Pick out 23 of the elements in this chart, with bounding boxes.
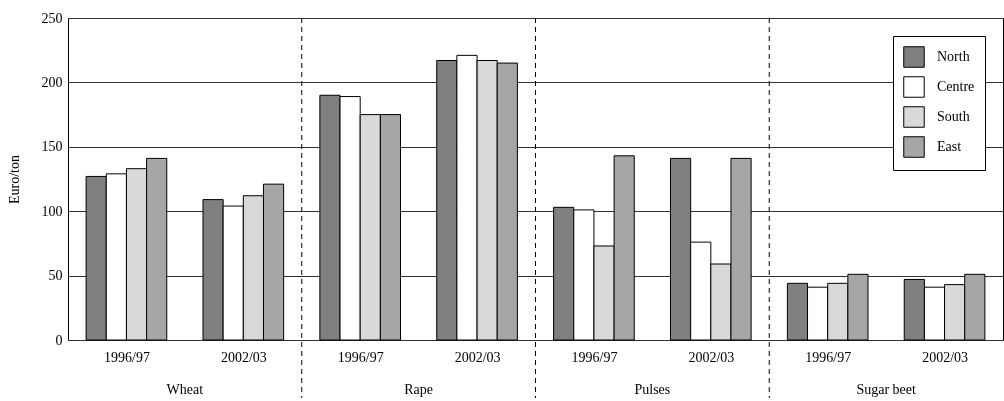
text: Pulses — [634, 382, 671, 397]
legend-label: North — [937, 49, 970, 64]
y-tick-label: 100 — [41, 203, 63, 219]
x-tick-label: 1996/97 — [337, 349, 384, 365]
y-tick-label: 150 — [41, 139, 63, 155]
legend-label: Centre — [937, 79, 975, 94]
text: Rape — [404, 382, 434, 397]
text: Wheat — [166, 382, 204, 397]
y-tick-label: 0 — [55, 332, 63, 348]
x-tick-label: 2002/03 — [688, 349, 735, 365]
y-tick-label: 250 — [41, 10, 63, 26]
x-tick-label: 1996/97 — [805, 349, 852, 365]
x-tick-label: 2002/03 — [454, 349, 501, 365]
legend-label: South — [937, 109, 970, 124]
x-tick-label: 1996/97 — [571, 349, 618, 365]
x-tick-label: 1996/97 — [103, 349, 150, 365]
x-tick-label: 2002/03 — [922, 349, 969, 365]
text: Sugar beet — [856, 382, 916, 397]
y-tick-label: 50 — [48, 268, 63, 284]
x-tick-label: 2002/03 — [220, 349, 267, 365]
y-axis-title: Euro/ton — [6, 155, 22, 204]
legend-label: East — [937, 139, 962, 154]
y-tick-label: 200 — [41, 74, 63, 90]
